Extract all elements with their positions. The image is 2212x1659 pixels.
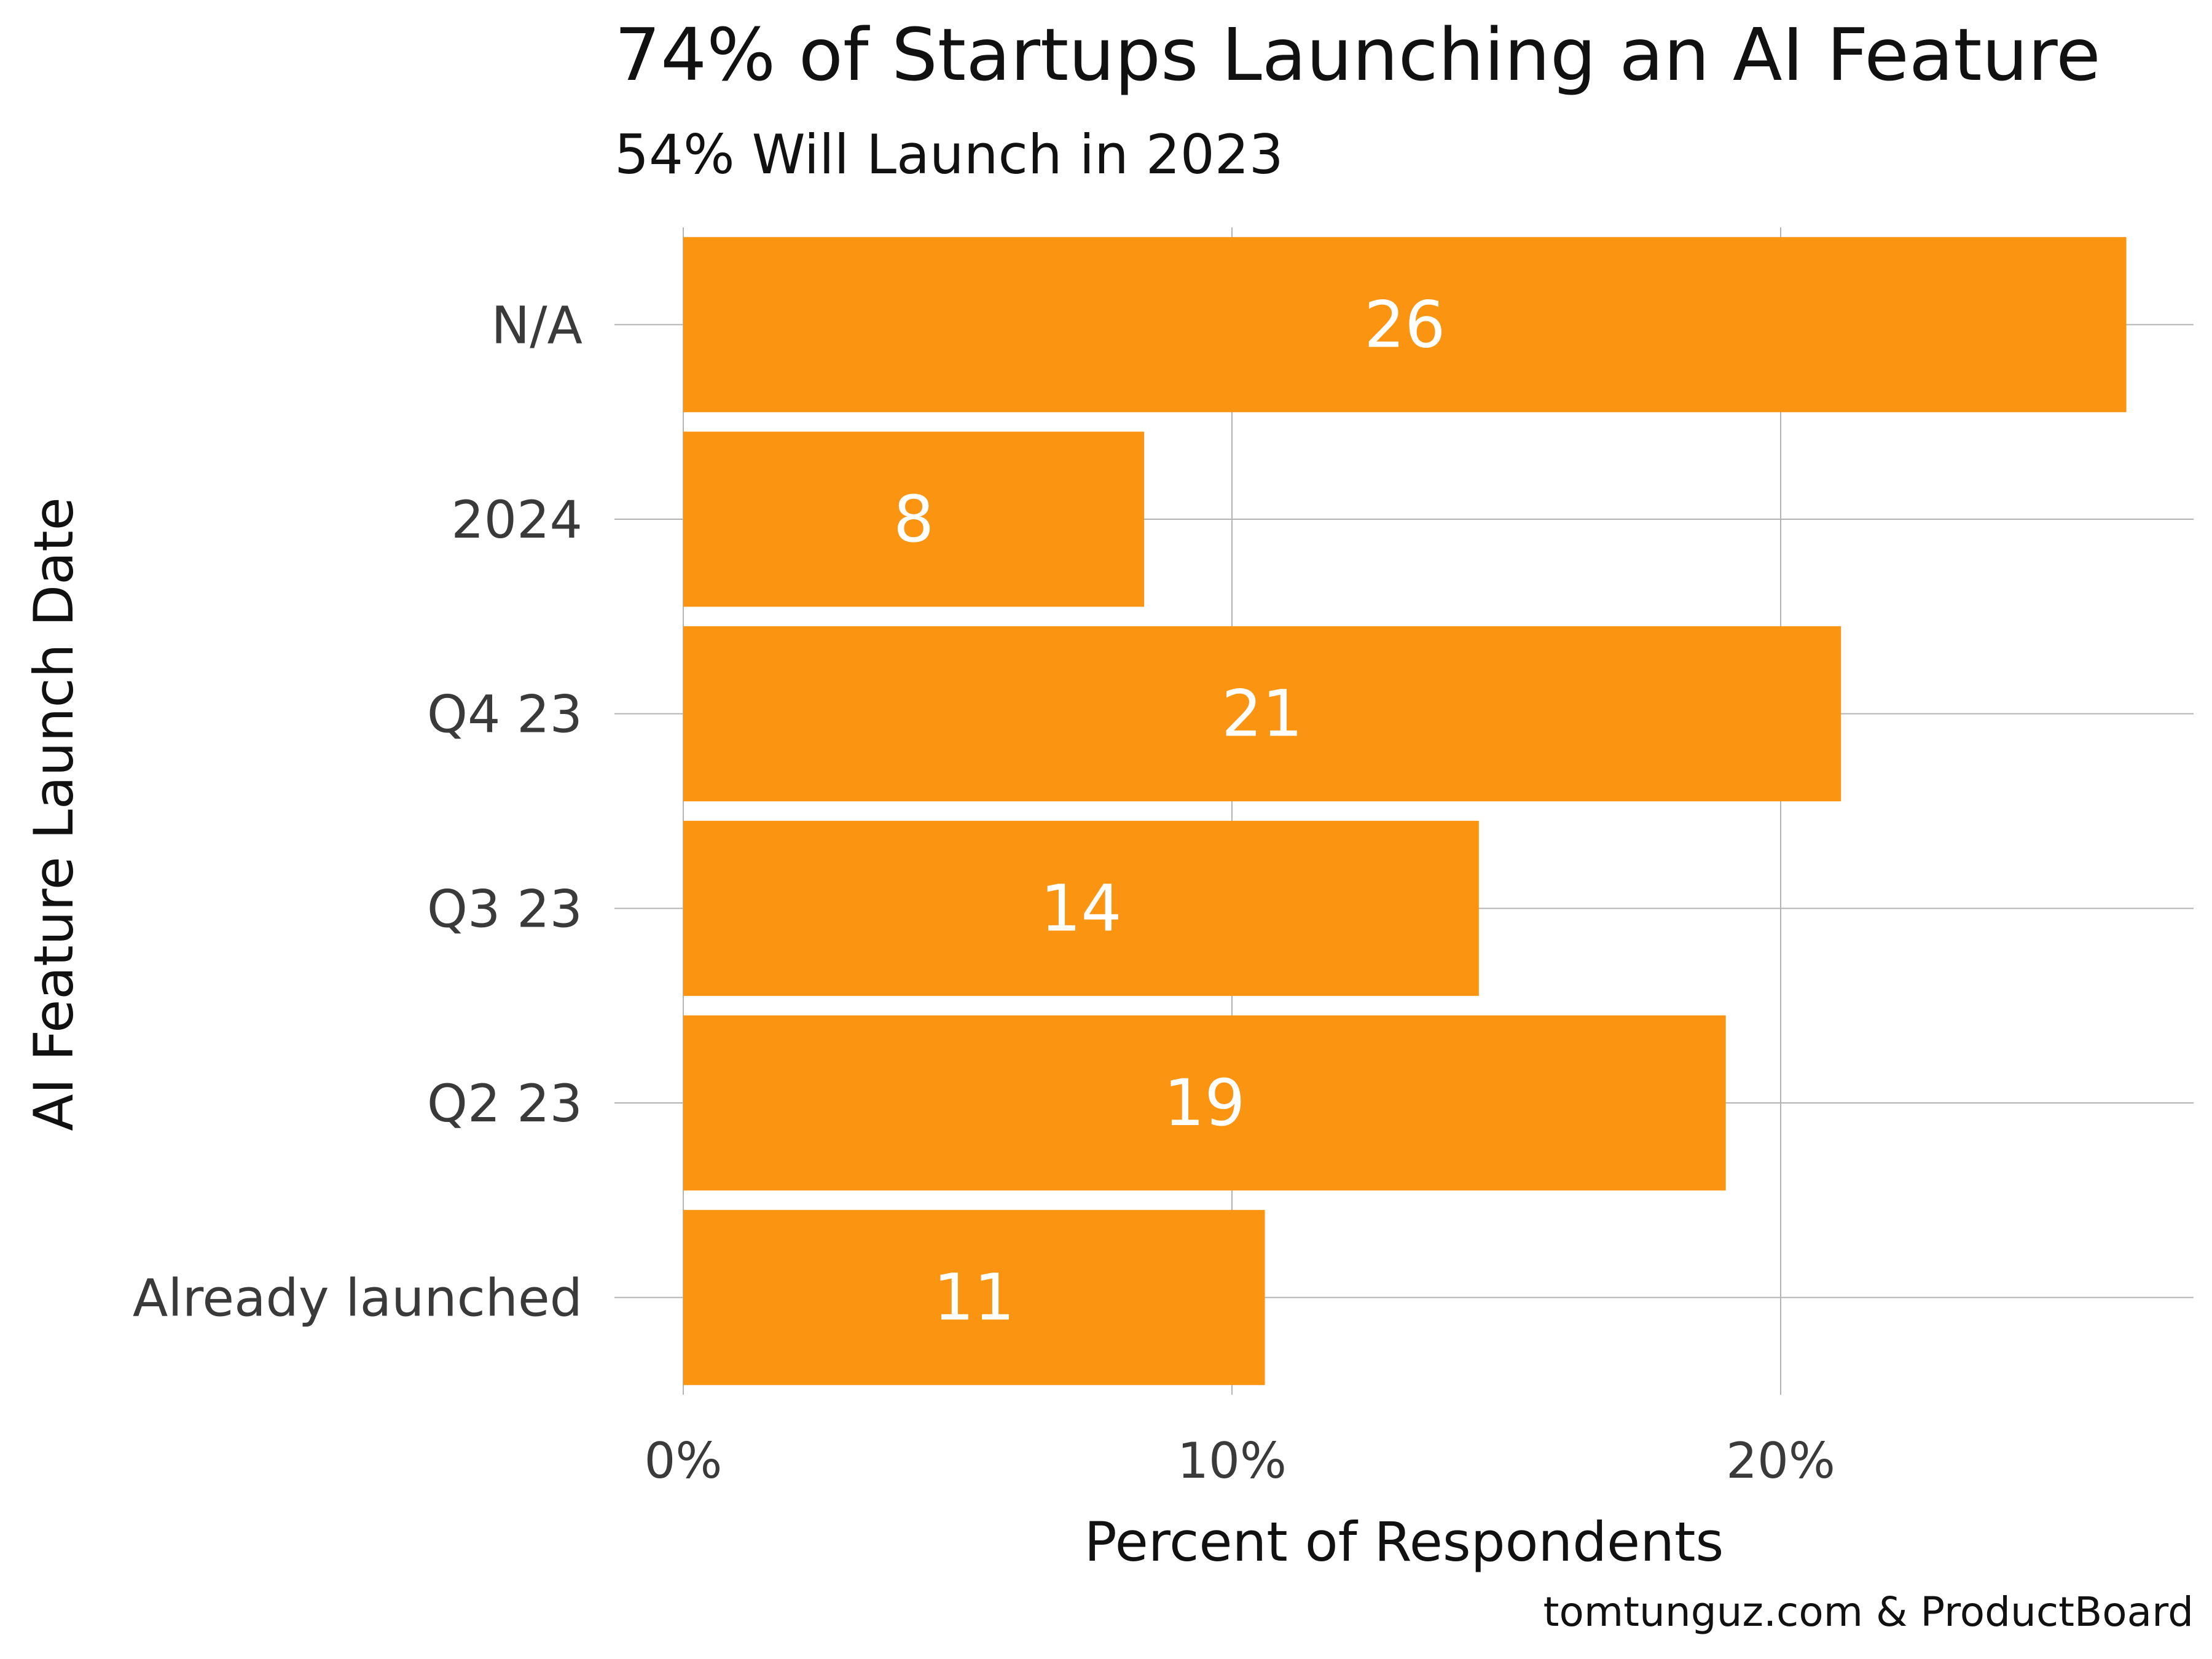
bar-value-label: 19 — [1164, 1065, 1245, 1140]
y-axis-ticks: N/A 2024 Q4 23 Q3 23 Q2 23 Already launched — [133, 295, 582, 1328]
x-tick-label: 0% — [645, 1432, 723, 1489]
bar — [683, 237, 2127, 412]
y-tick-label: Already launched — [133, 1268, 582, 1328]
bar-value-label: 8 — [893, 482, 934, 557]
bar-value-label: 14 — [1040, 871, 1121, 946]
bar — [683, 820, 1479, 996]
x-axis-title: Percent of Respondents — [1084, 1510, 1724, 1574]
chart-title: 74% of Startups Launching an AI Feature — [614, 12, 2101, 97]
y-tick-label: N/A — [491, 295, 582, 355]
y-tick-label: 2024 — [451, 490, 582, 550]
bar-value-label: 11 — [933, 1260, 1014, 1335]
bar — [683, 626, 1841, 802]
bars: 26 8 21 14 19 11 — [683, 237, 2127, 1386]
source-credit: tomtunguz.com & ProductBoard — [1543, 1588, 2194, 1636]
bar-value-label: 21 — [1222, 677, 1303, 751]
y-tick-label: Q2 23 — [427, 1073, 582, 1134]
chart-subtitle: 54% Will Launch in 2023 — [614, 123, 1284, 186]
y-tick-label: Q3 23 — [427, 879, 582, 939]
bar — [683, 1210, 1265, 1386]
x-axis-ticks: 0% 10% 20% — [645, 1432, 1835, 1489]
bar — [683, 1015, 1726, 1191]
y-tick-label: Q4 23 — [427, 684, 582, 745]
bar-value-label: 26 — [1364, 287, 1445, 362]
x-tick-label: 20% — [1726, 1432, 1835, 1489]
x-tick-label: 10% — [1177, 1432, 1287, 1489]
bar — [683, 431, 1145, 607]
y-axis-title: AI Feature Launch Date — [22, 497, 85, 1131]
